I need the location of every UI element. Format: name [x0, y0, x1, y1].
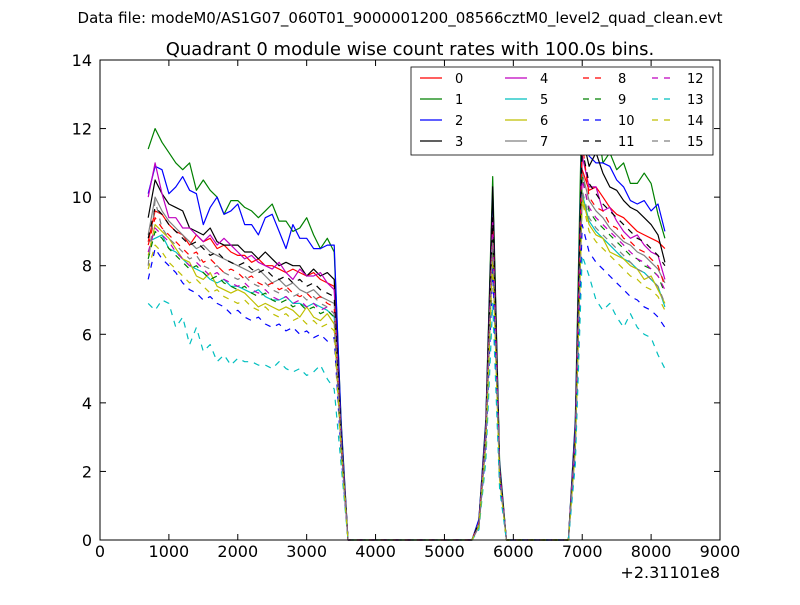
- legend-label-14: 14: [687, 114, 704, 129]
- legend-label-0: 0: [455, 72, 463, 87]
- x-tick-label: 9000: [700, 542, 741, 561]
- x-tick-label: 0: [95, 542, 105, 561]
- figure-suptitle: Data file: modeM0/AS1G07_060T01_90000012…: [78, 9, 723, 28]
- y-tick-label: 10: [72, 188, 92, 207]
- x-tick-label: 6000: [493, 542, 534, 561]
- y-tick-label: 6: [82, 325, 92, 344]
- x-tick-label: 7000: [562, 542, 603, 561]
- legend-label-10: 10: [618, 114, 635, 129]
- legend-label-15: 15: [687, 135, 704, 150]
- legend-box: [410, 66, 714, 156]
- series-line-14: [147, 200, 666, 541]
- x-tick-label: 1000: [149, 542, 190, 561]
- legend-label-7: 7: [540, 135, 548, 150]
- chart-title: Quadrant 0 module wise count rates with …: [166, 39, 655, 60]
- y-tick-label: 0: [82, 531, 92, 550]
- legend-label-9: 9: [618, 93, 626, 108]
- legend-label-11: 11: [618, 135, 635, 150]
- y-tick-label: 12: [72, 120, 92, 139]
- legend-label-5: 5: [540, 93, 548, 108]
- x-tick-label: 4000: [355, 542, 396, 561]
- x-tick-label: 5000: [424, 542, 465, 561]
- legend-label-6: 6: [540, 114, 548, 129]
- legend-label-13: 13: [687, 93, 704, 108]
- plot-frame: [99, 59, 721, 541]
- legend-label-4: 4: [540, 72, 548, 87]
- x-tick-label: 2000: [217, 542, 258, 561]
- legend-label-12: 12: [687, 72, 704, 87]
- series-line-13: [147, 254, 666, 541]
- x-tick-label: 8000: [631, 542, 672, 561]
- y-tick-label: 4: [82, 394, 92, 413]
- y-tick-label: 8: [82, 257, 92, 276]
- legend-label-8: 8: [618, 72, 626, 87]
- y-tick-label: 2: [82, 462, 92, 481]
- x-axis-offset-label: +2.31101e8: [620, 563, 720, 582]
- legend-label-3: 3: [455, 135, 463, 150]
- ticks-layer: 0 1000 2000 3000 4000 5000 6000 7000 8000 9000 0 2 4…: [72, 51, 741, 561]
- y-tick-label: 14: [72, 51, 92, 70]
- x-tick-label: 3000: [286, 542, 327, 561]
- legend-label-1: 1: [455, 93, 463, 108]
- legend-label-2: 2: [455, 114, 463, 129]
